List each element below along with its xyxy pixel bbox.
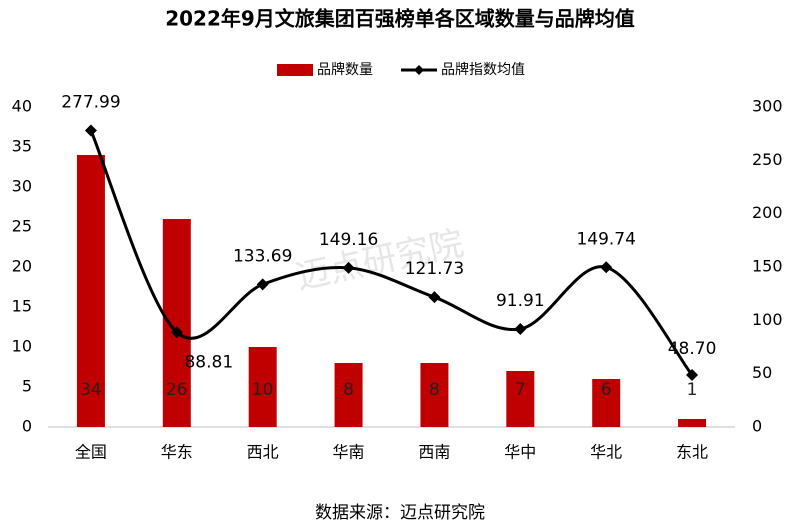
y-tick-label: 15 — [12, 297, 32, 316]
bar — [678, 419, 707, 427]
y2-tick-label: 150 — [752, 257, 783, 276]
bar — [334, 363, 363, 427]
y-tick-label: 35 — [12, 137, 32, 156]
line-value-label: 277.99 — [61, 92, 120, 112]
line-marker — [686, 369, 699, 382]
y-tick-label: 40 — [12, 97, 32, 116]
legend-swatch — [277, 64, 313, 76]
bar-value-label: 26 — [166, 380, 188, 400]
y-tick-label: 0 — [22, 417, 32, 436]
bar-value-label: 8 — [343, 380, 354, 400]
line-value-label: 149.16 — [319, 230, 378, 250]
bar-value-label: 7 — [515, 380, 526, 400]
bar-value-label: 34 — [80, 380, 102, 400]
y2-tick-label: 50 — [752, 363, 772, 382]
y-tick-label: 30 — [12, 177, 32, 196]
line-marker — [170, 326, 183, 339]
line-value-label: 48.70 — [668, 339, 717, 359]
source-note: 数据来源：迈点研究院 — [315, 503, 485, 523]
legend-marker — [414, 65, 424, 75]
line-value-label: 91.91 — [496, 291, 545, 311]
line-marker — [256, 278, 269, 291]
bar — [506, 371, 535, 427]
line-value-label: 88.81 — [184, 352, 233, 372]
x-tick-label: 华南 — [333, 443, 365, 462]
x-tick-label: 华东 — [161, 443, 193, 462]
x-tick-label: 西南 — [418, 443, 450, 462]
legend-label: 品牌指数均值 — [441, 61, 525, 78]
line-value-label: 121.73 — [405, 259, 464, 279]
line-marker — [428, 291, 441, 304]
bar — [420, 363, 449, 427]
line-marker — [514, 322, 527, 335]
bar — [592, 379, 621, 427]
y-tick-label: 10 — [12, 337, 32, 356]
line-value-label: 133.69 — [233, 246, 292, 266]
y2-tick-label: 250 — [752, 150, 783, 169]
bar-value-label: 8 — [429, 380, 440, 400]
line-marker — [84, 124, 97, 137]
y-tick-label: 25 — [12, 217, 32, 236]
line-marker — [600, 261, 613, 274]
y2-tick-label: 100 — [752, 310, 783, 329]
x-tick-label: 华中 — [504, 443, 536, 462]
chart-title: 2022年9月文旅集团百强榜单各区域数量与品牌均值 — [165, 7, 635, 31]
y2-tick-label: 200 — [752, 203, 783, 222]
bar-value-label: 1 — [687, 380, 698, 400]
x-tick-label: 东北 — [676, 443, 708, 462]
y-tick-label: 5 — [22, 377, 32, 396]
bar — [248, 347, 277, 427]
bar-value-label: 6 — [601, 380, 612, 400]
y2-tick-label: 300 — [752, 97, 783, 116]
legend-label: 品牌数量 — [317, 61, 373, 78]
bar — [76, 155, 105, 427]
bar-value-label: 10 — [252, 380, 274, 400]
y2-tick-label: 0 — [752, 417, 762, 436]
x-tick-label: 华北 — [590, 443, 622, 462]
line-marker — [342, 261, 355, 274]
y-tick-label: 20 — [12, 257, 32, 276]
line-value-label: 149.74 — [576, 229, 635, 249]
x-tick-label: 全国 — [75, 443, 107, 462]
x-tick-label: 西北 — [247, 443, 279, 462]
